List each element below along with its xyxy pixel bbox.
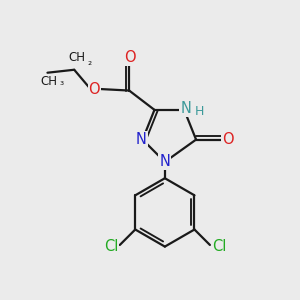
Text: N: N <box>180 101 191 116</box>
Text: H: H <box>195 105 204 118</box>
Text: Cl: Cl <box>212 239 226 254</box>
Text: CH: CH <box>40 75 57 88</box>
Text: N: N <box>159 154 170 169</box>
Text: CH: CH <box>69 51 86 64</box>
Text: O: O <box>124 50 136 65</box>
Text: O: O <box>222 132 234 147</box>
Text: ₂: ₂ <box>88 57 92 67</box>
Text: N: N <box>136 132 146 147</box>
Text: O: O <box>88 82 100 97</box>
Text: ₃: ₃ <box>59 77 64 87</box>
Text: Cl: Cl <box>104 239 118 254</box>
